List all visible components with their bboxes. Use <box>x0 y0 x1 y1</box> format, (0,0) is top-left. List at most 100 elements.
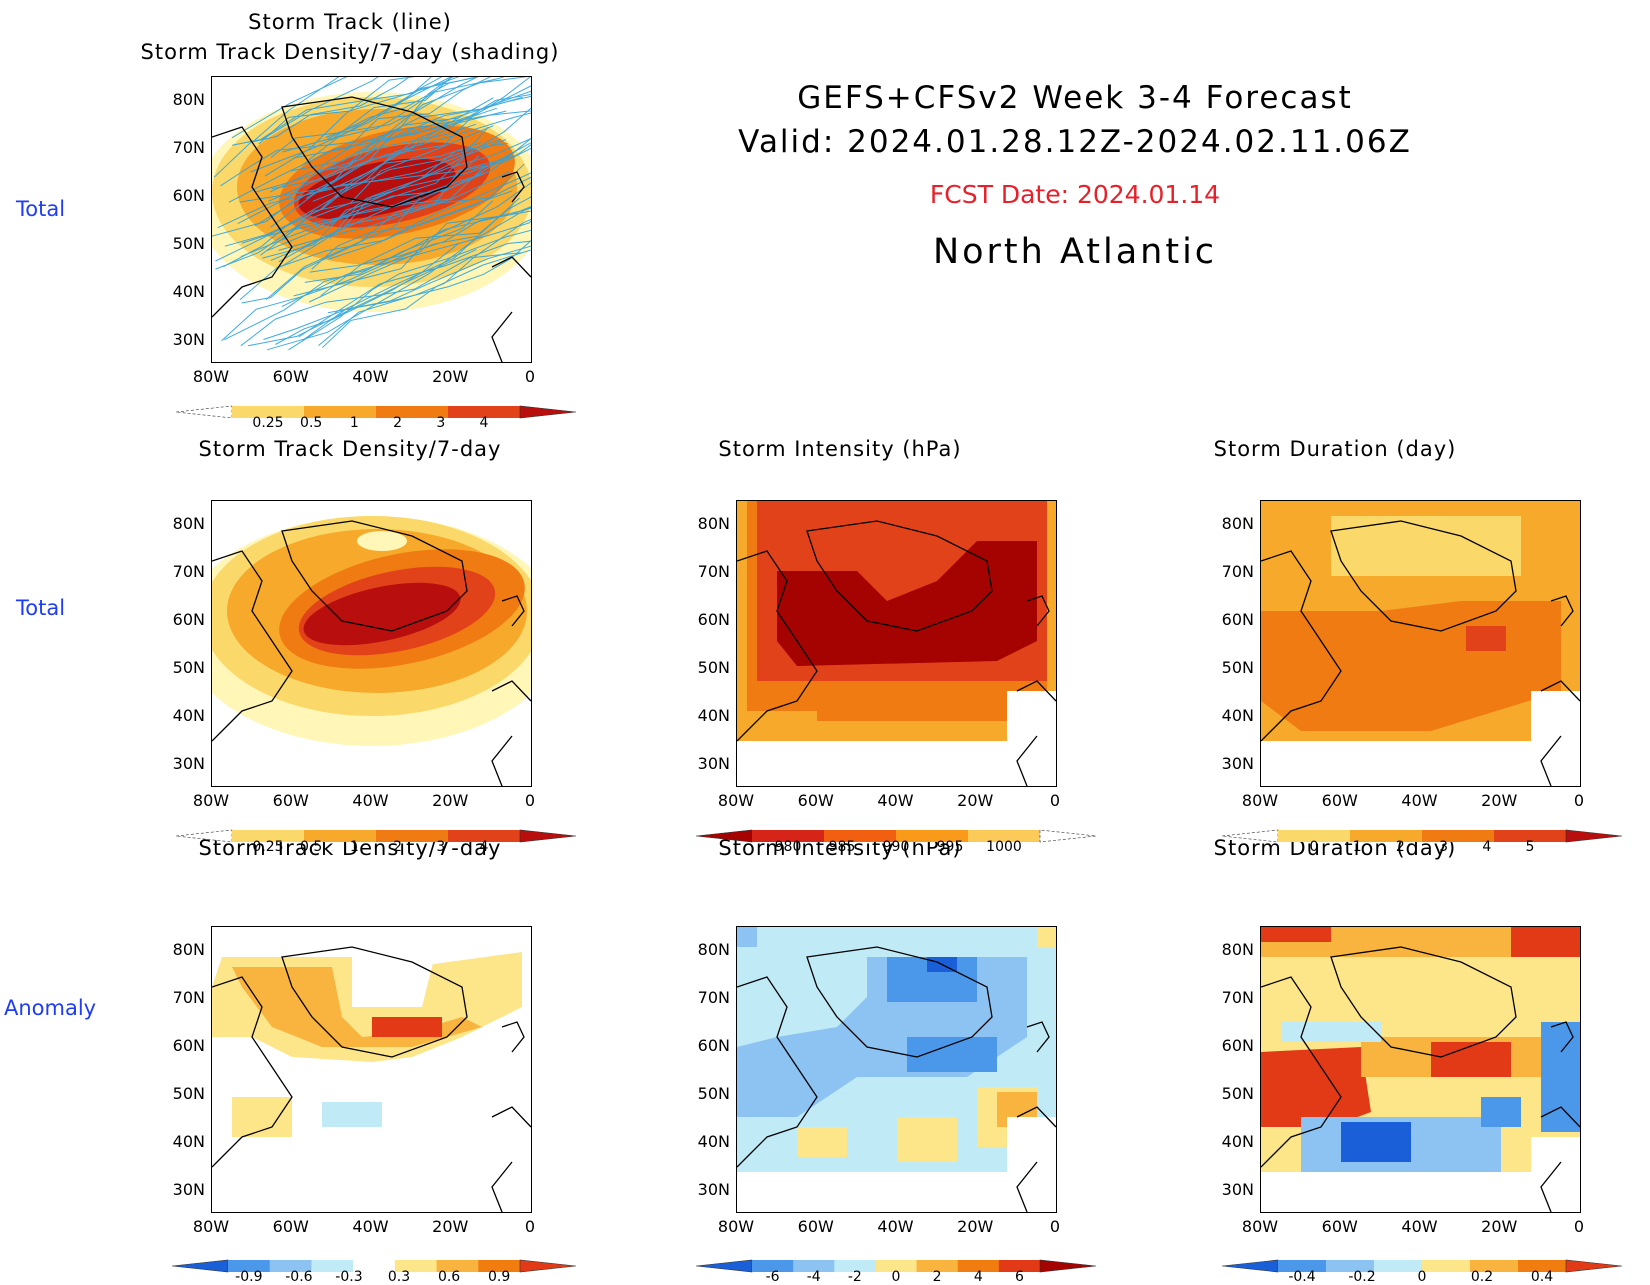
lat-tick-label: 80N <box>697 940 730 960</box>
colorbar-segment <box>448 830 521 842</box>
lon-tick-label: 20W <box>1481 1217 1518 1236</box>
storm-track-line <box>237 77 453 225</box>
colorbar-segment <box>376 830 449 842</box>
colorbar-tick-label: 0.5 <box>300 839 323 855</box>
colorbar-segment <box>875 1260 918 1272</box>
lat-tick-label: 70N <box>172 988 205 1008</box>
lat-tick-label: 30N <box>697 1179 730 1199</box>
storm-track-line <box>322 249 531 349</box>
lat-tick-label: 80N <box>172 514 205 534</box>
colorbar-tick-label: -0.2 <box>1348 1269 1376 1285</box>
lat-tick-label: 30N <box>697 753 730 773</box>
valid-period: Valid: 2024.01.28.12Z-2024.02.11.06Z <box>738 124 1412 160</box>
colorbar-segment <box>1278 1260 1327 1272</box>
colorbar-end-right <box>519 829 576 843</box>
colorbar-tick-label: 0.25 <box>252 415 284 431</box>
lat-tick-label: 50N <box>172 234 205 254</box>
colorbar-end-right <box>1565 1259 1622 1273</box>
lon-tick-label: 0 <box>1573 791 1585 810</box>
colorbar-tick-label: 4 <box>479 415 489 431</box>
colorbar-tick-label: 980 <box>774 839 802 855</box>
lat-tick-label: 30N <box>1221 753 1254 773</box>
lon-tick-label: 0 <box>524 791 536 810</box>
colorbar-end-right <box>519 1259 576 1273</box>
map-storm-duration <box>1260 500 1581 787</box>
colorbar-tick-label: 0.3 <box>387 1269 411 1285</box>
storm-track-line <box>309 206 531 273</box>
lon-tick-label: 80W <box>192 1217 230 1236</box>
colorbar-tick-label: 0.9 <box>488 1269 511 1285</box>
storm-track-line <box>327 77 478 140</box>
storm-track-line <box>318 218 531 346</box>
storm-track-line <box>324 77 529 171</box>
storm-track-line <box>298 240 531 338</box>
forecast-date: FCST Date: 2024.01.14 <box>929 180 1221 209</box>
lat-tick-label: 40N <box>172 1131 205 1151</box>
colorbar-tick-label: 0 <box>1309 839 1319 855</box>
colorbar-tick-label: -0.4 <box>1288 1269 1316 1285</box>
colorbar-tick-label: 2 <box>1395 839 1405 855</box>
colorbar-tick-label: 2 <box>393 839 403 855</box>
lon-tick-label: 60W <box>797 1217 834 1236</box>
storm-track-line <box>260 142 531 256</box>
colorbar-segment <box>752 830 825 842</box>
lon-tick-label: 0 <box>524 367 536 386</box>
colorbar-tick-label: 3 <box>1439 839 1449 855</box>
colorbar-tick-label: 2 <box>393 415 403 431</box>
colorbar-tick-label: 0.4 <box>1530 1269 1554 1285</box>
storm-track-line <box>288 229 531 351</box>
colorbar-tick-label: 985 <box>828 839 856 855</box>
colorbar-tick-label: 3 <box>436 839 446 855</box>
storm-track-line <box>325 77 479 138</box>
lat-tick-label: 80N <box>1221 940 1254 960</box>
lat-tick-label: 50N <box>172 658 205 678</box>
storm-track-line <box>215 125 494 270</box>
colorbar <box>176 405 576 419</box>
colorbar-tick-label: 0.5 <box>300 415 323 431</box>
lat-tick-label: 30N <box>172 753 205 773</box>
storm-track-line <box>328 172 531 260</box>
map-track-density <box>211 500 532 787</box>
lat-tick-label: 60N <box>172 609 205 629</box>
colorbar-segment <box>436 1260 479 1272</box>
storm-track-line <box>327 245 531 314</box>
colorbar-segment <box>304 830 377 842</box>
storm-track-line <box>240 155 480 258</box>
colorbar-segment <box>824 830 897 842</box>
lat-tick-label: 40N <box>172 281 205 301</box>
lat-tick-label: 80N <box>172 940 205 960</box>
colorbar-tick-label: -0.3 <box>335 1269 363 1285</box>
lon-tick-label: 20W <box>957 1217 994 1236</box>
colorbar <box>1222 829 1622 843</box>
storm-track-line <box>231 77 348 139</box>
colorbar-segment <box>1350 830 1423 842</box>
colorbar-segment <box>1494 830 1567 842</box>
storm-track-line <box>223 138 502 268</box>
storm-track-line <box>281 220 531 308</box>
lat-tick-label: 60N <box>1221 1035 1254 1055</box>
colorbar-segment <box>1374 1260 1423 1272</box>
colorbar-tick-label: 4 <box>1482 839 1492 855</box>
lon-tick-label: 40W <box>877 1217 914 1236</box>
colorbar-end-left <box>696 1259 753 1273</box>
lon-tick-label: 60W <box>272 367 309 386</box>
storm-track-line <box>258 77 460 145</box>
colorbar-tick-label: 1000 <box>986 839 1022 855</box>
row-label-total-1: Total <box>16 197 66 221</box>
lon-tick-label: 60W <box>1321 791 1358 810</box>
colorbar-segment <box>228 1260 271 1272</box>
colorbar-tick-label: -0.9 <box>235 1269 263 1285</box>
storm-track-line <box>253 77 340 142</box>
colorbar-segment <box>752 1260 794 1272</box>
lon-tick-label: 0 <box>1573 1217 1585 1236</box>
storm-track-line <box>250 77 432 173</box>
colorbar-tick-label: 990 <box>882 839 910 855</box>
storm-track-line <box>254 147 531 227</box>
storm-track-line <box>291 77 531 172</box>
forecast-title: GEFS+CFSv2 Week 3-4 Forecast <box>797 80 1353 116</box>
panel-2-title: Storm Track Density/7-day <box>198 437 502 461</box>
lon-tick-label: 60W <box>272 1217 309 1236</box>
panel-1-title-shading: Storm Track Density/7-day (shading) <box>140 40 560 64</box>
colorbar-end-right <box>1565 829 1622 843</box>
lat-tick-label: 30N <box>172 329 205 349</box>
